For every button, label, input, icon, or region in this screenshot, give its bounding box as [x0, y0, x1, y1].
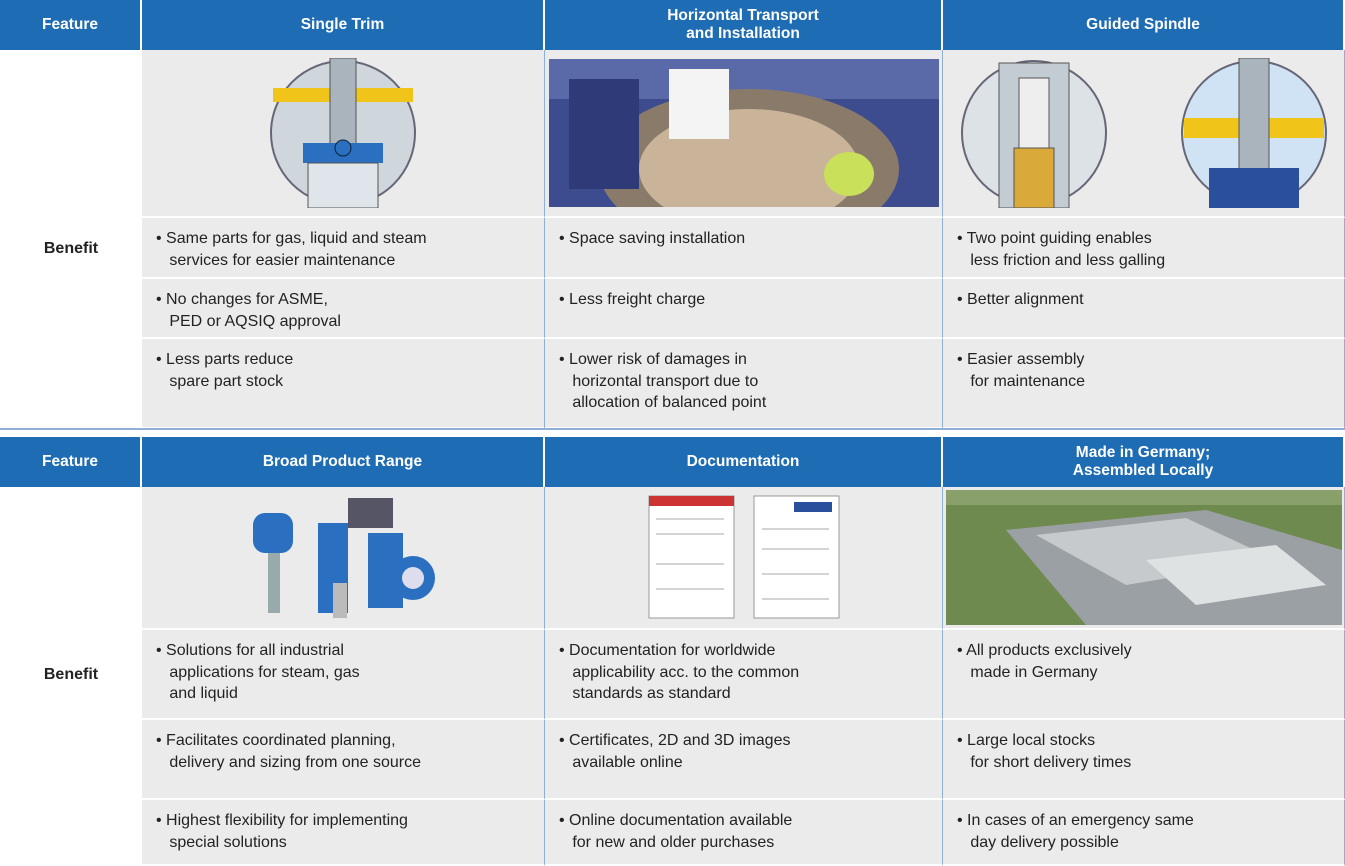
- row-label: Benefit: [43, 239, 99, 257]
- benefit-cell: • Certificates, 2D and 3D images availab…: [545, 720, 943, 800]
- benefit-cell: • Facilitates coordinated planning, deli…: [142, 720, 545, 800]
- benefit-cell: • Documentation for worldwide applicabil…: [545, 630, 943, 720]
- benefit-cell: • Better alignment: [943, 279, 1345, 339]
- header-cell: Made in Germany; Assembled Locally: [943, 437, 1345, 487]
- benefit-cell: • Less freight charge: [545, 279, 943, 339]
- feature-image: [142, 50, 545, 218]
- illustration: [253, 497, 435, 618]
- illustration: [960, 58, 1327, 208]
- header-cell: Guided Spindle: [943, 0, 1345, 50]
- feature-image: [545, 50, 943, 218]
- header-cell: Documentation: [545, 437, 943, 487]
- header-cell: Horizontal Transport and Installation: [545, 0, 943, 50]
- header-cell: Feature: [0, 0, 142, 50]
- header-cell: Feature: [0, 437, 142, 487]
- benefit-cell: • Space saving installation: [545, 218, 943, 279]
- benefit-cell: • Large local stocks for short delivery …: [943, 720, 1345, 800]
- benefit-cell: • Less parts reduce spare part stock: [142, 339, 545, 429]
- benefit-cell: • All products exclusively made in Germa…: [943, 630, 1345, 720]
- feature-image: [943, 487, 1345, 630]
- feature-image: [142, 487, 545, 630]
- illustration: [945, 490, 1342, 625]
- benefit-cell: • No changes for ASME, PED or AQSIQ appr…: [142, 279, 545, 339]
- benefit-cell: • In cases of an emergency same day deli…: [943, 800, 1345, 866]
- illustration: [548, 59, 939, 207]
- benefit-cell: • Solutions for all industrial applicati…: [142, 630, 545, 720]
- benefit-cell: • Online documentation available for new…: [545, 800, 943, 866]
- benefit-cell: • Two point guiding enables less frictio…: [943, 218, 1345, 279]
- benefit-cell: • Lower risk of damages in horizontal tr…: [545, 339, 943, 429]
- feature-image: [545, 487, 943, 630]
- benefit-cell: • Same parts for gas, liquid and steam s…: [142, 218, 545, 279]
- divider: [0, 428, 1345, 430]
- illustration: [270, 58, 416, 208]
- benefit-cell: • Highest flexibility for implementing s…: [142, 800, 545, 866]
- feature-image: [943, 50, 1345, 218]
- illustration: [648, 495, 839, 618]
- header-cell: Broad Product Range: [142, 437, 545, 487]
- row-label: Benefit: [43, 666, 99, 683]
- header-cell: Single Trim: [142, 0, 545, 50]
- benefit-cell: • Easier assembly for maintenance: [943, 339, 1345, 429]
